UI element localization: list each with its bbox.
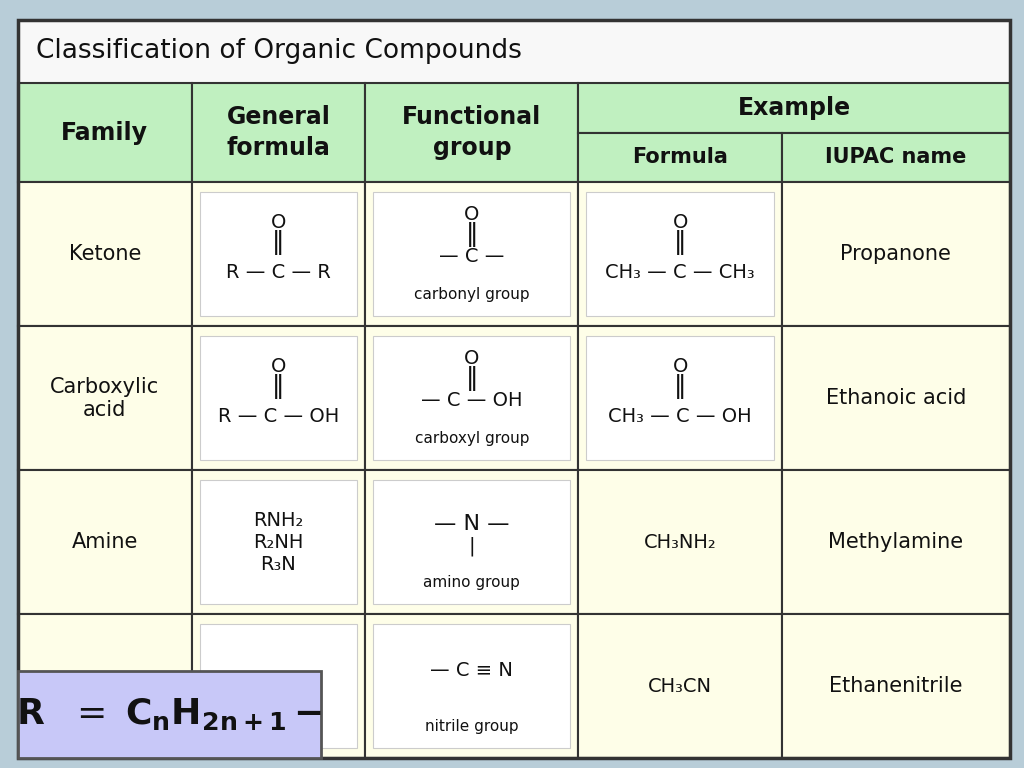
Text: O: O [673,356,688,376]
Text: Family: Family [61,121,148,144]
Text: Ethanenitrile: Ethanenitrile [829,676,963,696]
Bar [18,470,191,614]
Bar [782,614,1010,758]
Text: ‖: ‖ [466,222,478,247]
Bar [587,336,774,460]
Text: O: O [270,356,286,376]
Text: O: O [464,205,479,223]
Bar [18,326,191,470]
Bar [579,470,782,614]
Text: ‖: ‖ [466,366,478,391]
Text: CH₃NH₂: CH₃NH₂ [644,533,717,551]
Text: ‖: ‖ [674,374,686,399]
Bar [18,83,191,182]
Text: O: O [673,213,688,232]
Bar [18,182,191,326]
Text: Ketone: Ketone [69,244,141,264]
Text: Formula: Formula [632,147,728,167]
Text: Propanone: Propanone [841,244,951,264]
Bar [579,133,782,182]
Text: amino group: amino group [423,575,520,590]
Text: Methylamine: Methylamine [828,532,964,552]
Text: R₂NH: R₂NH [253,533,303,551]
Bar [373,192,570,316]
Bar [366,326,579,470]
Text: — C —: — C — [439,247,505,266]
Text: — C — OH: — C — OH [421,391,522,409]
Text: — C ≡ N: — C ≡ N [430,660,513,680]
Bar [373,336,570,460]
Text: General
formula: General formula [226,104,331,161]
Bar [782,326,1010,470]
Bar [579,326,782,470]
Text: O: O [464,349,479,368]
Bar [191,182,366,326]
Text: Classification of Organic Compounds: Classification of Organic Compounds [36,38,522,65]
Text: R₃N: R₃N [260,554,296,574]
Bar [373,480,570,604]
Text: ‖: ‖ [272,230,285,255]
Text: Example: Example [737,96,851,120]
Bar [191,614,366,758]
Bar [366,182,579,326]
Bar [782,470,1010,614]
Text: O: O [270,213,286,232]
Text: CH₃CN: CH₃CN [648,677,712,696]
Text: Ethanoic acid: Ethanoic acid [825,389,966,409]
Bar [18,671,321,758]
Bar [366,83,579,182]
Text: RC≡N: RC≡N [250,677,307,696]
Bar [18,20,1010,83]
Text: — N —: — N — [434,514,510,534]
Bar [587,192,774,316]
Text: R  $= \ \mathregular{C_n H_{2n+1} -}$: R $= \ \mathregular{C_n H_{2n+1} -}$ [16,697,323,733]
Text: Carboxylic
acid: Carboxylic acid [50,376,160,420]
Bar [782,133,1010,182]
Text: IUPAC name: IUPAC name [825,147,967,167]
Bar [366,614,579,758]
Bar [373,624,570,748]
Text: ‖: ‖ [272,374,285,399]
Text: Functional
group: Functional group [402,104,542,161]
Bar [200,624,357,748]
Bar [191,326,366,470]
Bar [200,336,357,460]
Text: RNH₂: RNH₂ [253,511,303,530]
Bar [18,614,191,758]
Text: carbonyl group: carbonyl group [414,287,529,303]
Bar [579,614,782,758]
Text: ‖: ‖ [674,230,686,255]
Text: carboxyl group: carboxyl group [415,431,529,446]
Bar [191,83,366,182]
Text: CH₃ — C — OH: CH₃ — C — OH [608,407,752,425]
Bar [366,470,579,614]
Text: R — C — R: R — C — R [226,263,331,282]
Text: R — C — OH: R — C — OH [218,407,339,425]
Text: Amine: Amine [72,532,138,552]
Bar [579,182,782,326]
Text: |: | [469,536,475,556]
Text: CH₃ — C — CH₃: CH₃ — C — CH₃ [605,263,755,282]
Bar [782,182,1010,326]
Bar [191,470,366,614]
Bar [200,480,357,604]
Text: nitrile group: nitrile group [425,719,518,734]
Bar [579,83,1010,133]
Text: Nitrile: Nitrile [74,676,136,696]
Bar [200,192,357,316]
